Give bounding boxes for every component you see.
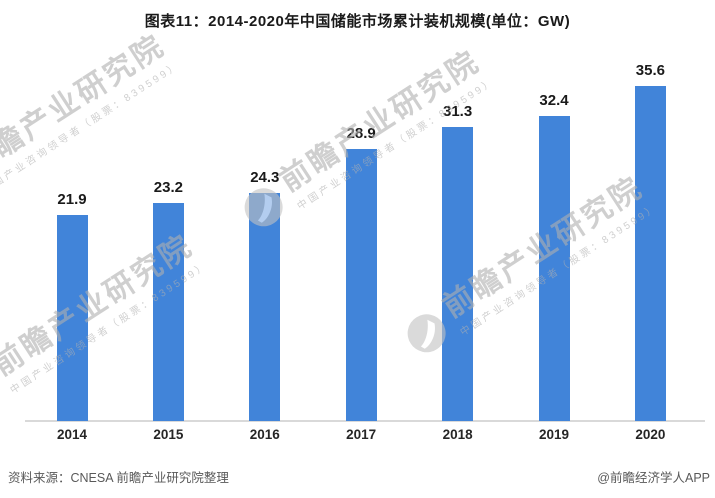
bar (249, 192, 281, 421)
x-tick-label: 2018 (442, 427, 473, 442)
x-tick-label: 2014 (56, 427, 88, 442)
bar-value-label: 32.4 (539, 92, 569, 110)
x-tick-label: 2016 (249, 427, 280, 442)
x-axis-line (25, 420, 705, 422)
bar-value-label: 35.6 (635, 62, 665, 80)
bar (56, 215, 88, 421)
x-tick-label: 2015 (153, 427, 184, 442)
source-note: 资料来源：CNESA 前瞻产业研究院整理 (8, 471, 229, 485)
bar-value-label: 31.3 (442, 102, 473, 120)
plot-area: 21.9 23.2 24.3 28.9 31.3 32.4 35.6 (0, 40, 715, 422)
bar (345, 149, 377, 421)
chart-title: 图表11：2014-2020年中国储能市场累计装机规模(单位：GW) (144, 13, 571, 30)
bar (634, 86, 666, 421)
bar-value-label: 24.3 (250, 168, 280, 186)
x-tick-label: 2017 (346, 427, 377, 442)
bar-value-label: 21.9 (57, 191, 87, 209)
credit-note: @前瞻经济学人APP (597, 471, 710, 485)
bar (538, 116, 570, 421)
bar (152, 202, 184, 421)
bar-value-label: 28.9 (346, 125, 376, 143)
bar (442, 126, 474, 421)
x-axis-labels: 2014 2015 2016 2017 2018 2019 2020 (0, 427, 715, 447)
bar-value-label: 23.2 (153, 178, 183, 196)
x-tick-label: 2019 (538, 427, 570, 442)
x-tick-label: 2020 (635, 427, 666, 442)
